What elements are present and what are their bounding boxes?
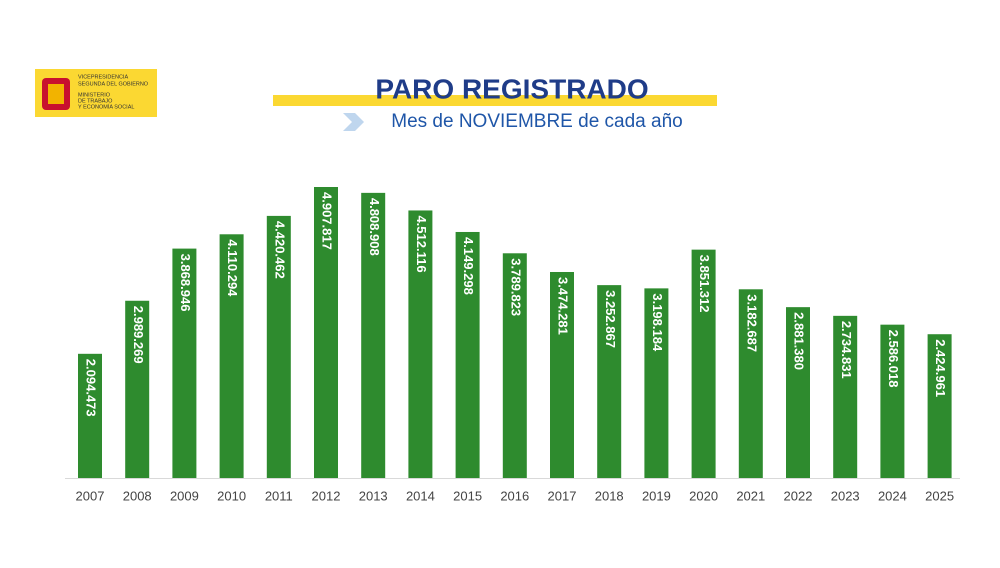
bar (786, 307, 810, 478)
bar (550, 271, 574, 478)
x-tick-label: 2015 (453, 488, 482, 503)
chart-title: PARO REGISTRADO (375, 73, 648, 104)
logo-line: MINISTERIO (78, 92, 111, 98)
x-tick-label: 2013 (359, 488, 388, 503)
value-label: 4.512.116 (414, 215, 429, 272)
value-label: 2.424.961 (933, 339, 948, 397)
bar (502, 253, 527, 478)
x-tick-label: 2025 (925, 488, 954, 503)
value-label: 4.110.294 (225, 239, 240, 297)
bar (880, 324, 905, 478)
value-label: 3.851.312 (697, 255, 712, 313)
x-tick-label: 2007 (76, 488, 105, 503)
bar (644, 288, 669, 478)
x-tick-label: 2012 (312, 488, 341, 503)
logo-shield-inner (48, 84, 64, 104)
bar (219, 234, 244, 478)
bar (314, 187, 338, 478)
value-label: 3.474.281 (556, 277, 571, 335)
x-tick-label: 2008 (123, 488, 152, 503)
bar (455, 231, 480, 478)
bar (266, 215, 291, 478)
bar (78, 353, 102, 478)
subtitle-chevron (343, 113, 364, 131)
x-tick-label: 2010 (217, 488, 246, 503)
value-label: 3.252.867 (603, 290, 618, 348)
bar (125, 300, 150, 478)
x-tick-label: 2020 (689, 488, 718, 503)
x-tick-label: 2017 (548, 488, 577, 503)
value-label: 3.868.946 (178, 254, 193, 312)
value-label: 4.907.817 (320, 192, 335, 250)
x-tick-label: 2022 (784, 488, 813, 503)
x-tick-label: 2021 (736, 488, 765, 503)
bar (172, 248, 197, 478)
x-tick-label: 2024 (878, 488, 907, 503)
value-label: 3.198.184 (650, 293, 665, 352)
x-tick-label: 2011 (265, 488, 293, 503)
bar (408, 210, 433, 478)
logo-line: Y ECONOMÍA SOCIAL (78, 103, 134, 110)
bar (597, 285, 622, 478)
value-label: 2.989.269 (131, 306, 146, 364)
value-label: 3.789.823 (508, 258, 523, 316)
value-label: 4.149.298 (461, 237, 476, 295)
bar (361, 192, 386, 478)
value-label: 2.881.380 (792, 312, 807, 370)
logo-line: VICEPRESIDENCIA (78, 74, 128, 80)
x-tick-label: 2019 (642, 488, 671, 503)
x-tick-label: 2018 (595, 488, 624, 503)
bar (927, 334, 952, 478)
bar (833, 315, 858, 478)
x-tick-label: 2023 (831, 488, 860, 503)
value-label: 3.182.687 (744, 294, 759, 352)
value-label: 2.586.018 (886, 330, 901, 388)
x-tick-label: 2009 (170, 488, 199, 503)
logo-line: DE TRABAJO (78, 98, 113, 104)
value-label: 4.808.908 (367, 198, 382, 256)
logo-line: SEGUNDA DEL GOBIERNO (78, 81, 149, 87)
logo-text: VICEPRESIDENCIA SEGUNDA DEL GOBIERNO MIN… (78, 74, 149, 110)
title-band (273, 95, 717, 106)
x-tick-label: 2016 (500, 488, 529, 503)
chart-subtitle: Mes de NOVIEMBRE de cada año (391, 111, 682, 132)
value-label: 2.734.831 (839, 321, 854, 379)
bar (738, 289, 763, 478)
value-label: 2.094.473 (84, 359, 99, 417)
value-label: 4.420.462 (272, 221, 287, 279)
x-tick-label: 2014 (406, 488, 435, 503)
bar (691, 249, 716, 478)
